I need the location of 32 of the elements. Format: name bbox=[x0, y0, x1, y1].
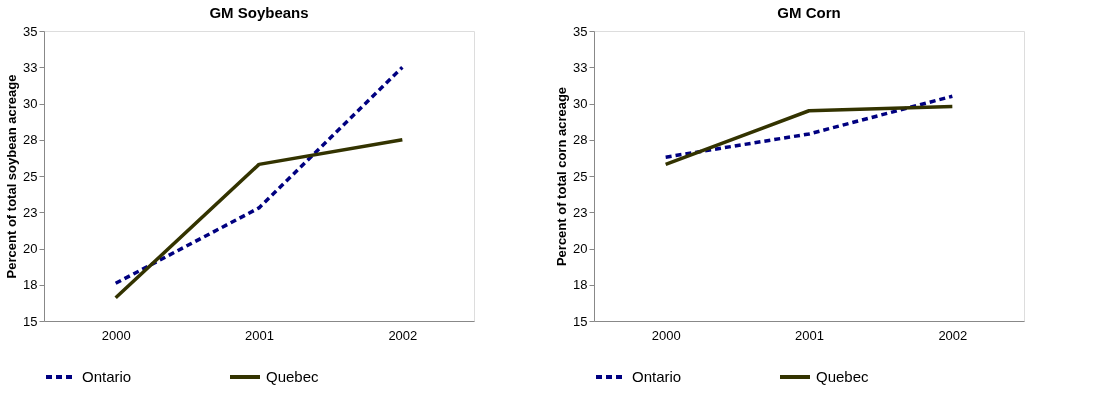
y-tick-label: 33 bbox=[23, 59, 38, 75]
legend-label: Ontario bbox=[632, 368, 682, 385]
y-tick-label: 20 bbox=[23, 241, 38, 256]
chart-title: GM Corn bbox=[777, 4, 841, 21]
x-tick-label: 2001 bbox=[245, 327, 274, 343]
y-tick-label: 25 bbox=[573, 168, 588, 184]
y-tick-label: 18 bbox=[23, 277, 38, 293]
y-axis-title: Percent of total corn acreage bbox=[554, 86, 570, 267]
x-tick-label: 2001 bbox=[795, 327, 824, 343]
x-tick-label: 2002 bbox=[938, 327, 968, 343]
chart-title: GM Soybeans bbox=[209, 4, 309, 21]
y-tick-label: 35 bbox=[573, 23, 588, 39]
x-tick-label: 2000 bbox=[651, 327, 681, 343]
x-tick-label: 2000 bbox=[101, 327, 131, 343]
y-tick-label: 23 bbox=[573, 204, 588, 220]
y-tick-label: 15 bbox=[573, 313, 588, 329]
y-tick-label: 30 bbox=[573, 96, 588, 111]
y-tick-label: 20 bbox=[573, 241, 588, 256]
legend-label: Quebec bbox=[266, 368, 320, 385]
y-axis-title: Percent of total soybean acreage bbox=[4, 74, 20, 279]
y-tick-label: 35 bbox=[23, 23, 38, 39]
y-tick-label: 28 bbox=[573, 132, 588, 148]
y-tick-label: 18 bbox=[573, 277, 588, 293]
y-tick-label: 30 bbox=[23, 96, 38, 111]
y-tick-label: 23 bbox=[23, 204, 38, 220]
legend-label: Ontario bbox=[82, 368, 132, 385]
x-tick-label: 2002 bbox=[388, 327, 418, 343]
y-tick-label: 15 bbox=[23, 313, 38, 329]
y-tick-label: 28 bbox=[23, 132, 38, 148]
legend-label: Quebec bbox=[816, 368, 870, 385]
y-tick-label: 33 bbox=[573, 59, 588, 75]
y-tick-label: 25 bbox=[23, 168, 38, 184]
